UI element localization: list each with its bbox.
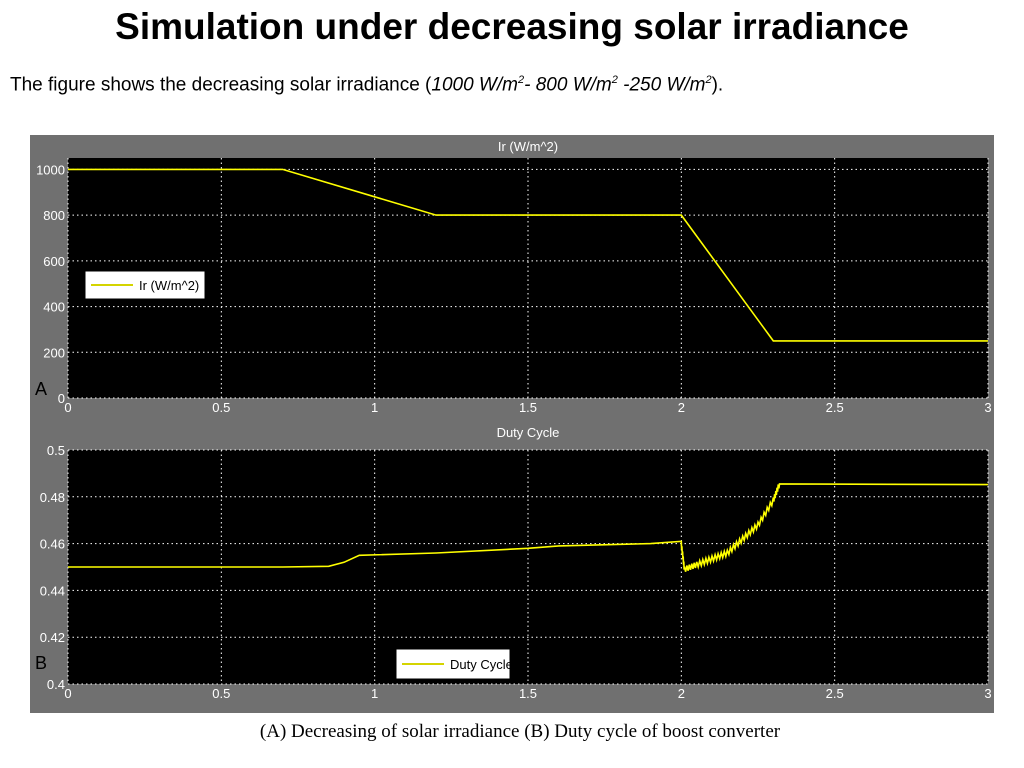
y-tick-label: 0.48 — [40, 490, 65, 505]
legend-label: Duty Cycle — [450, 657, 513, 672]
x-tick-label: 1.5 — [519, 400, 537, 415]
y-tick-label: 200 — [43, 345, 65, 360]
scope-figure: 0 0.5 1 1.5 2 2.5 3 0 200 400 600 800 1000 Ir (W/m^2)… — [30, 135, 994, 713]
slide-title: Simulation under decreasing solar irradi… — [115, 6, 909, 47]
x-tick-label: 1.5 — [519, 686, 537, 701]
series-line — [68, 168, 988, 342]
x-tick-label: 2 — [678, 686, 685, 701]
y-tick-label: 0.5 — [47, 443, 65, 458]
y-tick-label: 1000 — [36, 162, 65, 177]
x-tick-label: 0 — [64, 686, 71, 701]
figure-caption: (A) Decreasing of solar irradiance (B) D… — [259, 721, 781, 742]
y-tick-label: 0 — [58, 391, 65, 406]
chart-legend: Ir (W/m^2) — [84, 270, 206, 300]
y-tick-label: 0.4 — [47, 677, 65, 692]
subtitle-superscript-1: 2 — [517, 74, 525, 86]
panel-a: 0 0.5 1 1.5 2 2.5 3 0 200 400 600 800 1000 Ir (W/m^2)… — [35, 139, 992, 415]
chart-title: Ir (W/m^2) — [498, 139, 558, 154]
chart-title: Duty Cycle — [497, 425, 560, 440]
legend-box — [84, 270, 206, 300]
y-tick-label: 800 — [43, 208, 65, 223]
subtitle-superscript-3: 2 — [705, 74, 712, 86]
scope-chart: 0 0.5 1 1.5 2 2.5 3 0 200 400 600 800 1000 Ir (W/m^2)… — [35, 139, 992, 701]
y-tick-label: 0.42 — [40, 630, 65, 645]
y-tick-label: 400 — [43, 300, 65, 315]
subtitle-value-2: - 800 W/m — [524, 74, 612, 96]
panel-b: 0 0.5 1 1.5 2 2.5 3 0.4 0.42 0.44 0.46 0.48 0.5 Duty … — [35, 425, 992, 701]
x-tick-label: 0.5 — [212, 686, 230, 701]
series-line — [68, 483, 989, 572]
plot-area — [68, 158, 988, 398]
legend-label: Ir (W/m^2) — [139, 278, 199, 293]
subtitle-superscript-2: 2 — [611, 74, 618, 86]
slide-subtitle: The figure shows the decreasing solar ir… — [10, 74, 723, 96]
y-tick-label: 0.46 — [40, 537, 65, 552]
subtitle-value-3: -250 W/m — [617, 74, 706, 96]
x-tick-label: 2.5 — [826, 686, 844, 701]
x-tick-label: 3 — [984, 686, 991, 701]
subtitle-suffix: ). — [711, 74, 724, 96]
subtitle-value-1: 1000 W/m — [431, 74, 518, 96]
panel-label: B — [35, 653, 47, 673]
x-tick-label: 0.5 — [212, 400, 230, 415]
x-tick-label: 2.5 — [826, 400, 844, 415]
x-tick-label: 1 — [371, 686, 378, 701]
panel-label: A — [35, 379, 47, 399]
y-tick-label: 600 — [43, 254, 65, 269]
chart-legend: Duty Cycle — [395, 648, 513, 680]
x-tick-label: 2 — [678, 400, 685, 415]
subtitle-prefix: The figure shows the decreasing solar ir… — [10, 74, 432, 96]
y-tick-label: 0.44 — [40, 583, 65, 598]
x-tick-label: 1 — [371, 400, 378, 415]
x-tick-label: 3 — [984, 400, 991, 415]
x-tick-label: 0 — [64, 400, 71, 415]
